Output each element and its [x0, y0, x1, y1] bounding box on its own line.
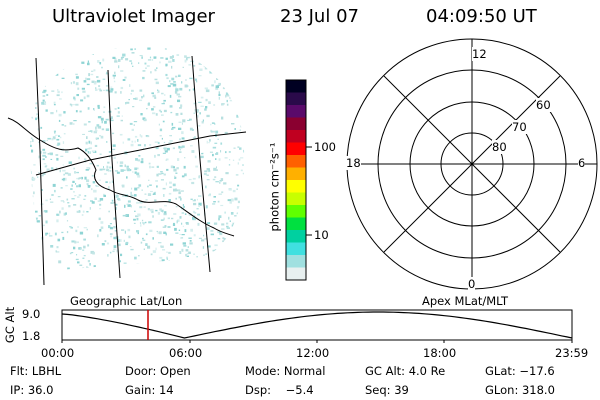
observation-date: 23 Jul 07 — [280, 6, 359, 27]
dsp-info: Dsp: −5.4 — [245, 383, 314, 397]
apex-label: Apex MLat/MLT — [422, 294, 509, 308]
color-band — [286, 180, 306, 193]
mode-info: Mode: Normal — [245, 364, 326, 378]
seq-info: Seq: 39 — [365, 383, 409, 397]
mlt-label-18: 18 — [346, 156, 361, 170]
x-tick-0600: 06:00 — [169, 346, 203, 360]
geographic-grid-lines — [7, 55, 247, 286]
altitude-timeline — [61, 309, 573, 343]
color-band — [286, 105, 306, 118]
observation-time: 04:09:50 UT — [426, 6, 537, 27]
color-band — [286, 205, 306, 218]
mlt-label-12: 12 — [472, 47, 487, 61]
x-tick-1200: 12:00 — [296, 346, 330, 360]
color-band — [286, 242, 306, 256]
color-band — [286, 167, 306, 181]
color-band — [286, 192, 306, 206]
door-info: Door: Open — [125, 364, 191, 378]
color-tick-label-100: 100 — [314, 140, 336, 154]
color-band — [286, 230, 306, 243]
mlt-label-6: 6 — [578, 156, 586, 170]
color-band — [286, 217, 306, 231]
geographic-label: Geographic Lat/Lon — [70, 294, 183, 308]
color-band — [286, 80, 306, 93]
mlt-label-0: 0 — [468, 277, 476, 291]
color-band — [286, 130, 306, 143]
color-band — [286, 255, 306, 268]
x-tick-1800: 18:00 — [423, 346, 457, 360]
color-scale-unit: photon cm⁻²s⁻¹ — [267, 142, 282, 232]
ip-info: IP: 36.0 — [10, 383, 54, 397]
uv-image — [30, 45, 245, 270]
color-band — [286, 155, 306, 168]
gc-alt-info: GC Alt: 4.0 Re — [365, 364, 446, 378]
glon-info: GLon: 318.0 — [485, 383, 555, 397]
color-band — [286, 142, 306, 156]
x-tick-2359: 23:59 — [555, 346, 589, 360]
y-tick-1-8: 1.8 — [22, 329, 41, 343]
filter-info: Flt: LBHL — [10, 364, 62, 378]
color-tick-label-10: 10 — [314, 228, 329, 242]
lat-label-80: 80 — [492, 140, 507, 154]
instrument-title: Ultraviolet Imager — [52, 6, 215, 27]
y-tick-9: 9.0 — [22, 307, 41, 321]
color-band — [286, 92, 306, 106]
color-scale-bar — [286, 80, 306, 281]
color-band — [286, 117, 306, 131]
color-scale-frame — [285, 79, 307, 281]
gain-info: Gain: 14 — [125, 383, 174, 397]
lat-label-70: 70 — [512, 120, 527, 134]
gc-alt-axis-label: GC Alt — [3, 306, 18, 344]
lat-label-60: 60 — [536, 98, 551, 112]
polar-plot — [346, 38, 598, 290]
glat-info: GLat: −17.6 — [485, 364, 555, 378]
x-tick-0000: 00:00 — [41, 346, 75, 360]
color-band — [286, 267, 306, 281]
